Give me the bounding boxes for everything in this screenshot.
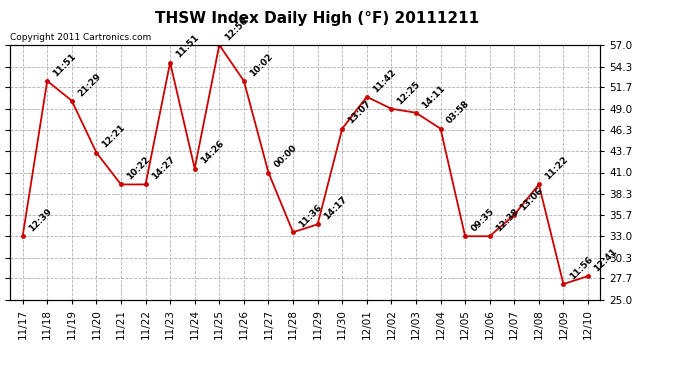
Text: 21:29: 21:29	[76, 71, 103, 98]
Text: 13:07: 13:07	[346, 99, 373, 126]
Text: 13:06: 13:06	[518, 186, 545, 212]
Text: 00:00: 00:00	[273, 144, 299, 170]
Text: 11:36: 11:36	[297, 203, 324, 229]
Text: 10:02: 10:02	[248, 52, 275, 78]
Text: 14:17: 14:17	[322, 195, 348, 222]
Text: 12:41: 12:41	[592, 247, 619, 273]
Text: 11:51: 11:51	[51, 51, 78, 78]
Text: 03:58: 03:58	[444, 99, 471, 126]
Text: 11:22: 11:22	[543, 155, 570, 182]
Text: 11:56: 11:56	[568, 255, 594, 281]
Text: 11:42: 11:42	[371, 68, 397, 94]
Text: 11:51: 11:51	[175, 33, 201, 60]
Text: 14:27: 14:27	[150, 155, 177, 182]
Text: 12:25: 12:25	[395, 80, 422, 106]
Text: Copyright 2011 Cartronics.com: Copyright 2011 Cartronics.com	[10, 33, 152, 42]
Text: 12:39: 12:39	[27, 207, 54, 234]
Text: 12:38: 12:38	[494, 207, 520, 234]
Text: THSW Index Daily High (°F) 20111211: THSW Index Daily High (°F) 20111211	[155, 11, 480, 26]
Text: 14:11: 14:11	[420, 83, 447, 110]
Text: 09:35: 09:35	[469, 207, 496, 234]
Text: 12:21: 12:21	[101, 123, 127, 150]
Text: 12:50: 12:50	[224, 16, 250, 42]
Text: 10:22: 10:22	[125, 155, 152, 182]
Text: 14:26: 14:26	[199, 139, 226, 166]
